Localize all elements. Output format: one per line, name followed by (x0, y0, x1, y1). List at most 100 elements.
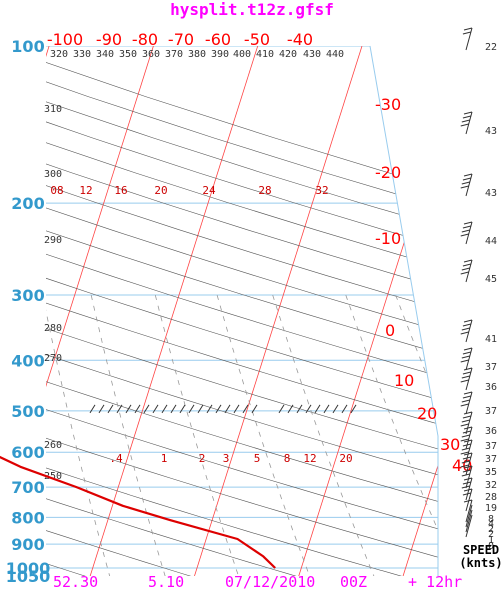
wind-speed-value: 37 (485, 406, 497, 417)
level-hatch-mark (152, 404, 159, 414)
wind-barb-flag (463, 173, 473, 177)
wind-barb-flag (463, 27, 473, 31)
wind-speed-value: 19 (485, 503, 497, 514)
level-hatch-mark (107, 404, 114, 414)
dry-adiabat-line (46, 46, 438, 576)
wind-barb-flag (462, 225, 472, 229)
wind-barb-flag (462, 481, 472, 485)
theta-label: 320 (50, 49, 68, 60)
level-hatch-mark (314, 404, 321, 414)
level-hatch-mark (179, 404, 186, 414)
dry-adiabat-line (46, 46, 438, 576)
temperature-tick-label: 20 (417, 404, 437, 423)
mixing-ratio-label: 2 (199, 452, 206, 465)
level-hatch-mark (242, 404, 249, 414)
wind-barb-flag (462, 371, 472, 375)
level-hatch-mark (116, 404, 123, 414)
temperature-tick-label: -90 (96, 30, 122, 49)
level-hatch-mark (341, 404, 348, 414)
wind-barb-flag (462, 31, 472, 35)
wind-speed-value: 2 (488, 524, 494, 535)
wind-barb-flag (462, 351, 472, 355)
dry-adiabat-line (46, 46, 438, 576)
wind-barb-flag (461, 419, 470, 423)
wind-speed-value: 8 (488, 514, 494, 525)
mixing-ratio-label: 08 (50, 184, 63, 197)
dry-adiabat-line (46, 46, 412, 576)
level-hatch-mark (278, 404, 285, 414)
wind-speed-value: 36 (485, 426, 497, 437)
mixing-ratio-label: 32 (315, 184, 328, 197)
level-hatch-mark (251, 404, 258, 414)
wind-speed-value: 37 (485, 441, 497, 452)
wind-barb-staff (465, 173, 473, 197)
wind-barb-flag (460, 464, 469, 468)
mixing-ratio-line (90, 295, 167, 576)
theta-label: 300 (44, 169, 62, 180)
wind-barb-flag (463, 411, 473, 415)
wind-barb-flag (460, 271, 469, 275)
wind-barb-staff (465, 111, 473, 135)
wind-barb-flag (463, 221, 473, 225)
wind-barb-flag (463, 452, 473, 456)
wind-barb-flag (462, 415, 472, 419)
isotherm-line (401, 46, 438, 576)
temperature-tick-label: -40 (287, 30, 313, 49)
temperature-tick-label: -100 (47, 30, 83, 49)
dry-adiabat-line (46, 46, 438, 576)
wind-speed-value: 4 (488, 519, 494, 530)
wind-barb-flag (463, 259, 473, 263)
wind-speed-value: 41 (485, 334, 497, 345)
wind-barb-flag (460, 451, 469, 455)
pressure-label: 1000 (6, 559, 51, 578)
mixing-ratio-line (46, 295, 111, 576)
wind-speed-value: 1 (488, 535, 494, 546)
theta-label: 290 (44, 235, 62, 246)
wind-barb-flag (461, 355, 470, 359)
theta-label: 430 (303, 49, 321, 60)
theta-label: 390 (211, 49, 229, 60)
isotherm-line (297, 46, 438, 576)
pressure-label: 1050 (6, 567, 51, 586)
wind-barb-flag (462, 177, 472, 181)
footer-longitude: 5.10 (148, 573, 184, 591)
theta-label: 340 (96, 49, 114, 60)
wind-barb-flag (460, 359, 469, 363)
wind-barb-flag (462, 430, 472, 434)
dry-adiabat-line (46, 46, 438, 576)
mixing-ratio-line (154, 295, 240, 576)
dry-adiabat-line (46, 46, 438, 576)
wind-barb-flag (461, 181, 470, 185)
wind-speed-value: 28 (485, 492, 497, 503)
theta-label: 280 (44, 323, 62, 334)
mixing-ratio-label: 20 (154, 184, 167, 197)
wind-barb-flag (463, 465, 473, 469)
wind-barb-flag (461, 399, 470, 403)
level-hatch-mark (161, 404, 168, 414)
wind-barb-staff (465, 488, 473, 512)
wind-barb-flag (462, 492, 472, 496)
pressure-label: 300 (11, 286, 44, 305)
pressure-label: 800 (11, 508, 44, 527)
wind-barb-staff (465, 221, 473, 245)
wind-speed-value: 0 (488, 541, 494, 552)
level-hatch-mark (305, 404, 312, 414)
temperature-tick-label: -70 (168, 30, 194, 49)
wind-barb-flag (460, 233, 469, 237)
mixing-ratio-label: 12 (79, 184, 92, 197)
level-hatch-mark (224, 404, 231, 414)
wind-barb-flag (460, 123, 469, 127)
temperature-tick-label: -50 (244, 30, 270, 49)
wind-barb-staff (465, 477, 473, 501)
wind-barb-staff (465, 514, 473, 538)
wind-unit-label: (knts) (459, 556, 502, 570)
wind-barb-flag (463, 391, 473, 395)
temperature-profile-line (0, 455, 276, 569)
dry-adiabat-line (46, 46, 438, 576)
mixing-ratio-label: 28 (258, 184, 271, 197)
temperature-tick-label: -80 (132, 30, 158, 49)
wind-barb-flag (463, 367, 473, 371)
footer-date: 07/12/2010 (225, 573, 315, 591)
wind-barb-flag (461, 473, 470, 477)
level-hatch-mark (89, 404, 96, 414)
